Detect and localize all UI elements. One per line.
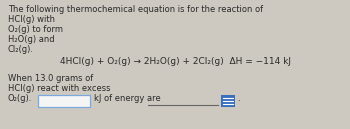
Text: HCl(ɡ) react with excess: HCl(ɡ) react with excess xyxy=(8,84,111,93)
Text: O₂(ɡ).: O₂(ɡ). xyxy=(8,94,32,103)
Text: Cl₂(ɡ).: Cl₂(ɡ). xyxy=(8,45,34,54)
Text: The following thermochemical equation is for the reaction of: The following thermochemical equation is… xyxy=(8,5,263,14)
Text: .: . xyxy=(237,94,240,103)
Text: When 13.0 grams of: When 13.0 grams of xyxy=(8,74,93,83)
Text: 4HCl(ɡ) + O₂(ɡ) → 2H₂O(ɡ) + 2Cl₂(ɡ)  ΔH = −114 kJ: 4HCl(ɡ) + O₂(ɡ) → 2H₂O(ɡ) + 2Cl₂(ɡ) ΔH =… xyxy=(60,57,290,66)
Text: H₂O(ɡ) and: H₂O(ɡ) and xyxy=(8,35,55,44)
FancyBboxPatch shape xyxy=(221,95,235,107)
Text: O₂(ɡ) to form: O₂(ɡ) to form xyxy=(8,25,63,34)
FancyBboxPatch shape xyxy=(38,95,90,107)
Text: kJ of energy are: kJ of energy are xyxy=(94,94,161,103)
Text: HCl(ɡ) with: HCl(ɡ) with xyxy=(8,15,55,24)
